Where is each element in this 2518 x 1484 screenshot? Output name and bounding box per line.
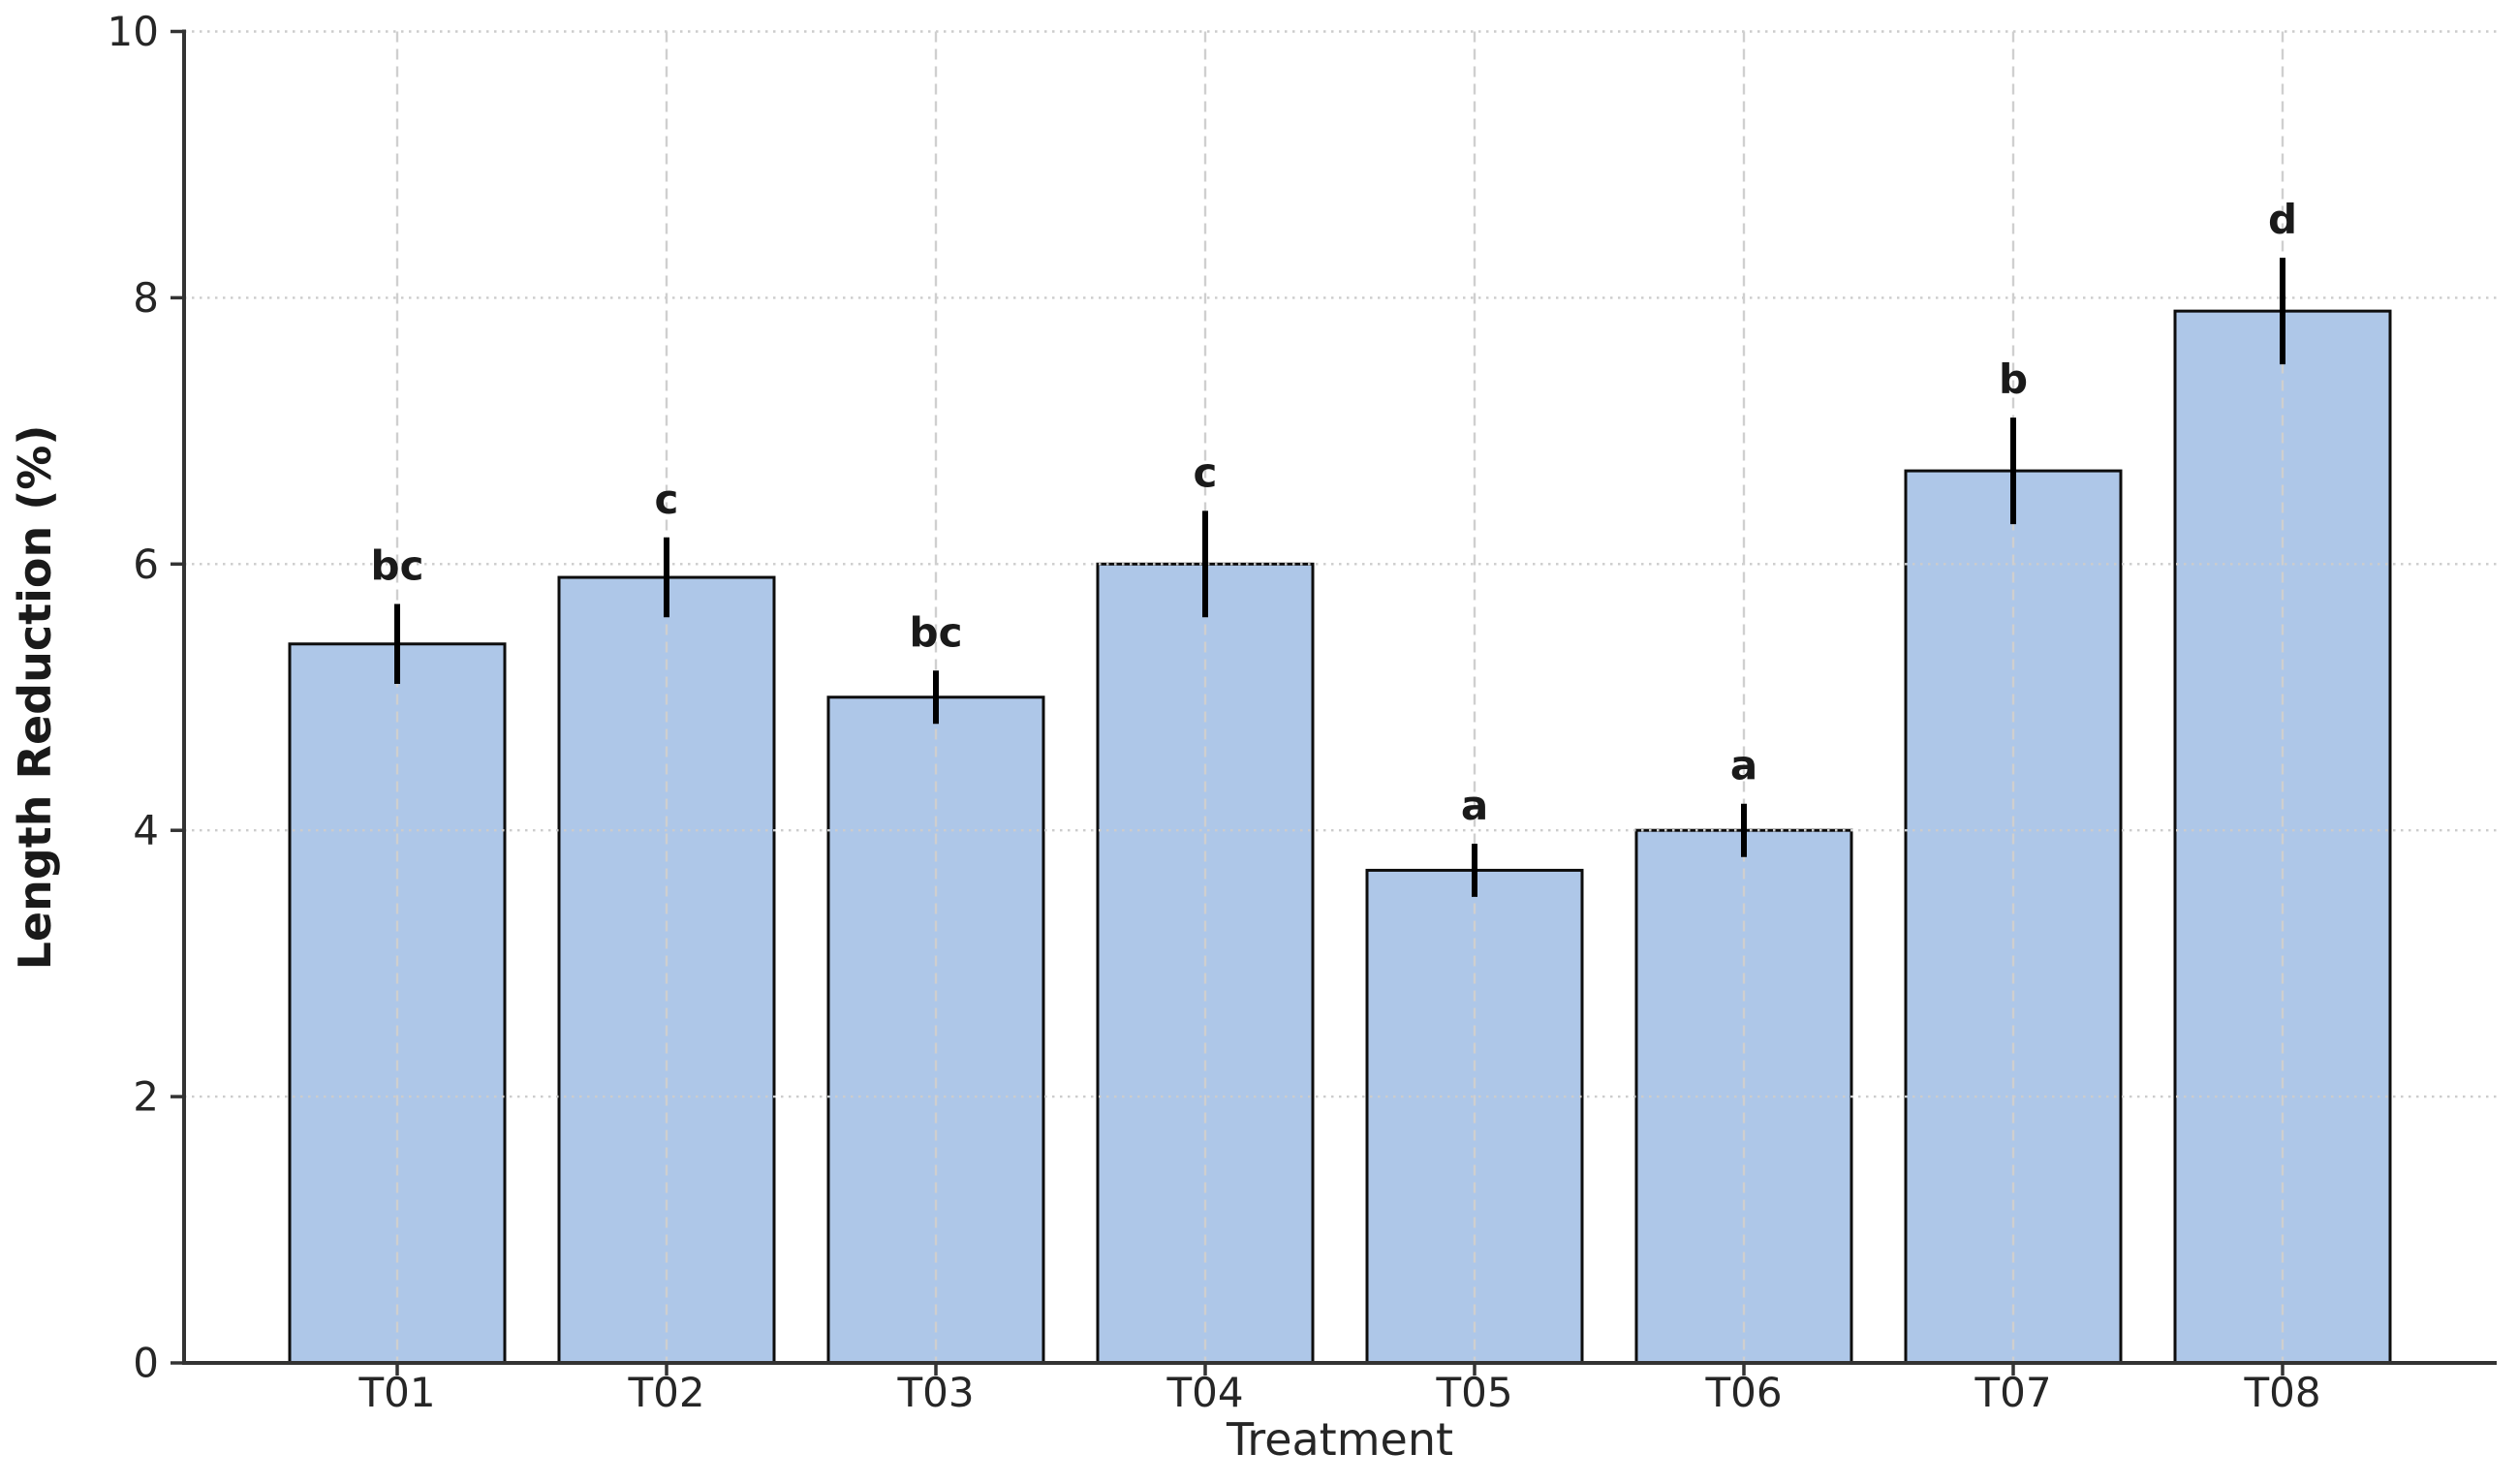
sig-letter-t07: b — [1999, 356, 2028, 403]
plot-area: bc c bc c a a b d 0 2 4 6 8 10 T01 T02 T03 T04 T05 T06 T07 T0… — [108, 8, 2497, 1416]
x-tick-label-t01: T01 — [357, 1369, 435, 1416]
sig-letter-t05: a — [1461, 782, 1488, 829]
sig-letter-t02: c — [655, 476, 679, 523]
horizontal-gridlines — [184, 30, 2497, 1098]
x-tick-label-t07: T07 — [1974, 1369, 2051, 1416]
x-tick-label-t06: T06 — [1704, 1369, 1782, 1416]
significance-letters-group: bc c bc c a a b d — [371, 196, 2298, 829]
y-tick-label-10: 10 — [108, 8, 159, 55]
axes-group: 0 2 4 6 8 10 T01 T02 T03 T04 T05 T06 T07 T08 — [108, 8, 2497, 1416]
sig-letter-t04: c — [1194, 448, 1218, 496]
sig-letter-t03: bc — [910, 608, 963, 656]
x-tick-label-t03: T03 — [896, 1369, 974, 1416]
x-tick-label-t05: T05 — [1435, 1369, 1512, 1416]
y-tick-label-2: 2 — [133, 1073, 159, 1121]
sig-letter-t06: a — [1730, 742, 1757, 789]
sig-letter-t08: d — [2268, 196, 2297, 243]
bars-group — [288, 309, 2392, 1365]
sig-letter-t01: bc — [371, 542, 424, 590]
x-tick-label-t08: T08 — [2243, 1369, 2320, 1416]
y-axis-title: Length Reduction (%) — [9, 425, 61, 971]
x-axis-title: Treatment — [1226, 1413, 1453, 1466]
y-tick-label-8: 8 — [133, 274, 159, 322]
x-tick-label-t04: T04 — [1166, 1369, 1243, 1416]
x-tick-label-t02: T02 — [627, 1369, 704, 1416]
error-bars-group — [394, 258, 2285, 897]
bar-t02 — [557, 575, 776, 1365]
bar-t07 — [1904, 469, 2123, 1365]
y-tick-label-4: 4 — [133, 807, 159, 854]
y-tick-label-0: 0 — [133, 1340, 159, 1387]
y-tick-label-6: 6 — [133, 541, 159, 588]
